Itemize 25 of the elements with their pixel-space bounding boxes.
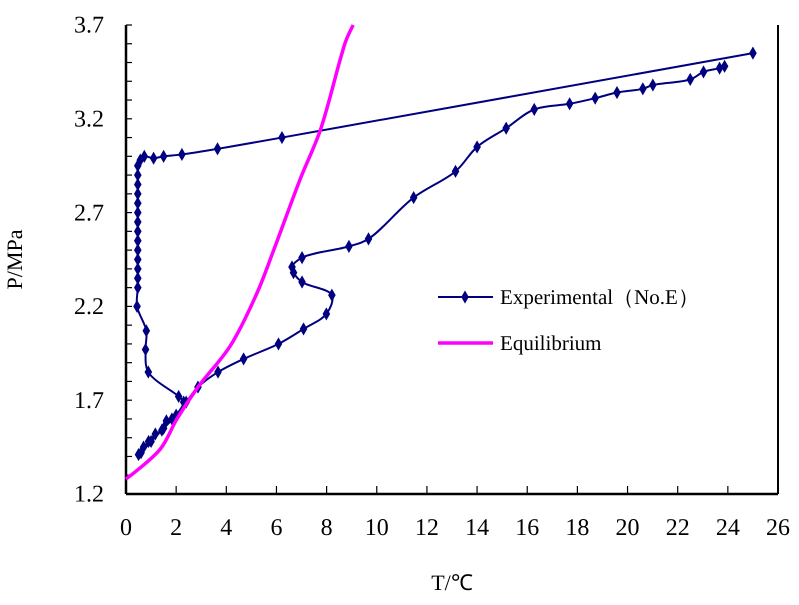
legend-label: Experimental（No.E） bbox=[500, 285, 699, 310]
x-tick-label: 22 bbox=[666, 515, 690, 542]
y-tick-label: 3.7 bbox=[74, 12, 104, 39]
y-tick-label: 3.2 bbox=[74, 106, 104, 132]
legend-label: Equilibrium bbox=[500, 331, 602, 356]
y-tick-label: 2.2 bbox=[74, 294, 104, 320]
y-tick-label: 2.7 bbox=[74, 200, 104, 226]
x-tick-label: 18 bbox=[565, 515, 590, 542]
x-tick-label: 4 bbox=[220, 515, 232, 542]
x-tick-label: 10 bbox=[364, 515, 389, 542]
x-tick-label: 16 bbox=[515, 515, 540, 542]
y-tick-label: 1.2 bbox=[74, 482, 104, 508]
line-series bbox=[124, 23, 355, 481]
x-tick-label: 26 bbox=[766, 515, 790, 542]
x-tick-label: 14 bbox=[465, 515, 490, 542]
x-axis-title: T/℃ bbox=[431, 570, 473, 595]
x-tick-label: 12 bbox=[414, 515, 439, 542]
x-tick-label: 20 bbox=[616, 515, 640, 542]
y-tick-label: 1.7 bbox=[74, 388, 104, 414]
y-axis-title: P/MPa bbox=[2, 229, 27, 290]
x-tick-label: 0 bbox=[120, 515, 132, 542]
x-tick-label: 2 bbox=[170, 515, 182, 542]
x-tick-label: 8 bbox=[320, 515, 333, 542]
x-tick-label: 24 bbox=[716, 515, 740, 542]
x-tick-label: 6 bbox=[270, 515, 282, 542]
